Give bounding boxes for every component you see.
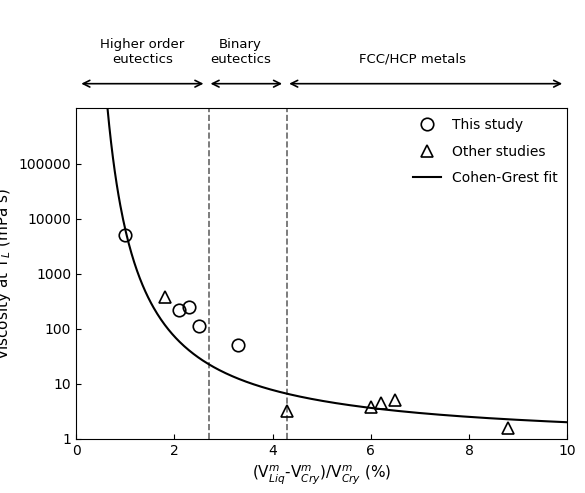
Y-axis label: Viscosity at T$_L$ (mPa s): Viscosity at T$_L$ (mPa s) (0, 188, 13, 359)
Text: Binary
eutectics: Binary eutectics (210, 37, 271, 66)
Legend: This study, Other studies, Cohen-Grest fit: This study, Other studies, Cohen-Grest f… (408, 112, 563, 191)
Text: Higher order
eutectics: Higher order eutectics (100, 37, 184, 66)
Text: FCC/HCP metals: FCC/HCP metals (359, 53, 466, 66)
X-axis label: (V$_{Liq}^{m}$-V$_{Cry}^{m}$)/V$_{Cry}^{m}$ (%): (V$_{Liq}^{m}$-V$_{Cry}^{m}$)/V$_{Cry}^{… (252, 463, 391, 486)
